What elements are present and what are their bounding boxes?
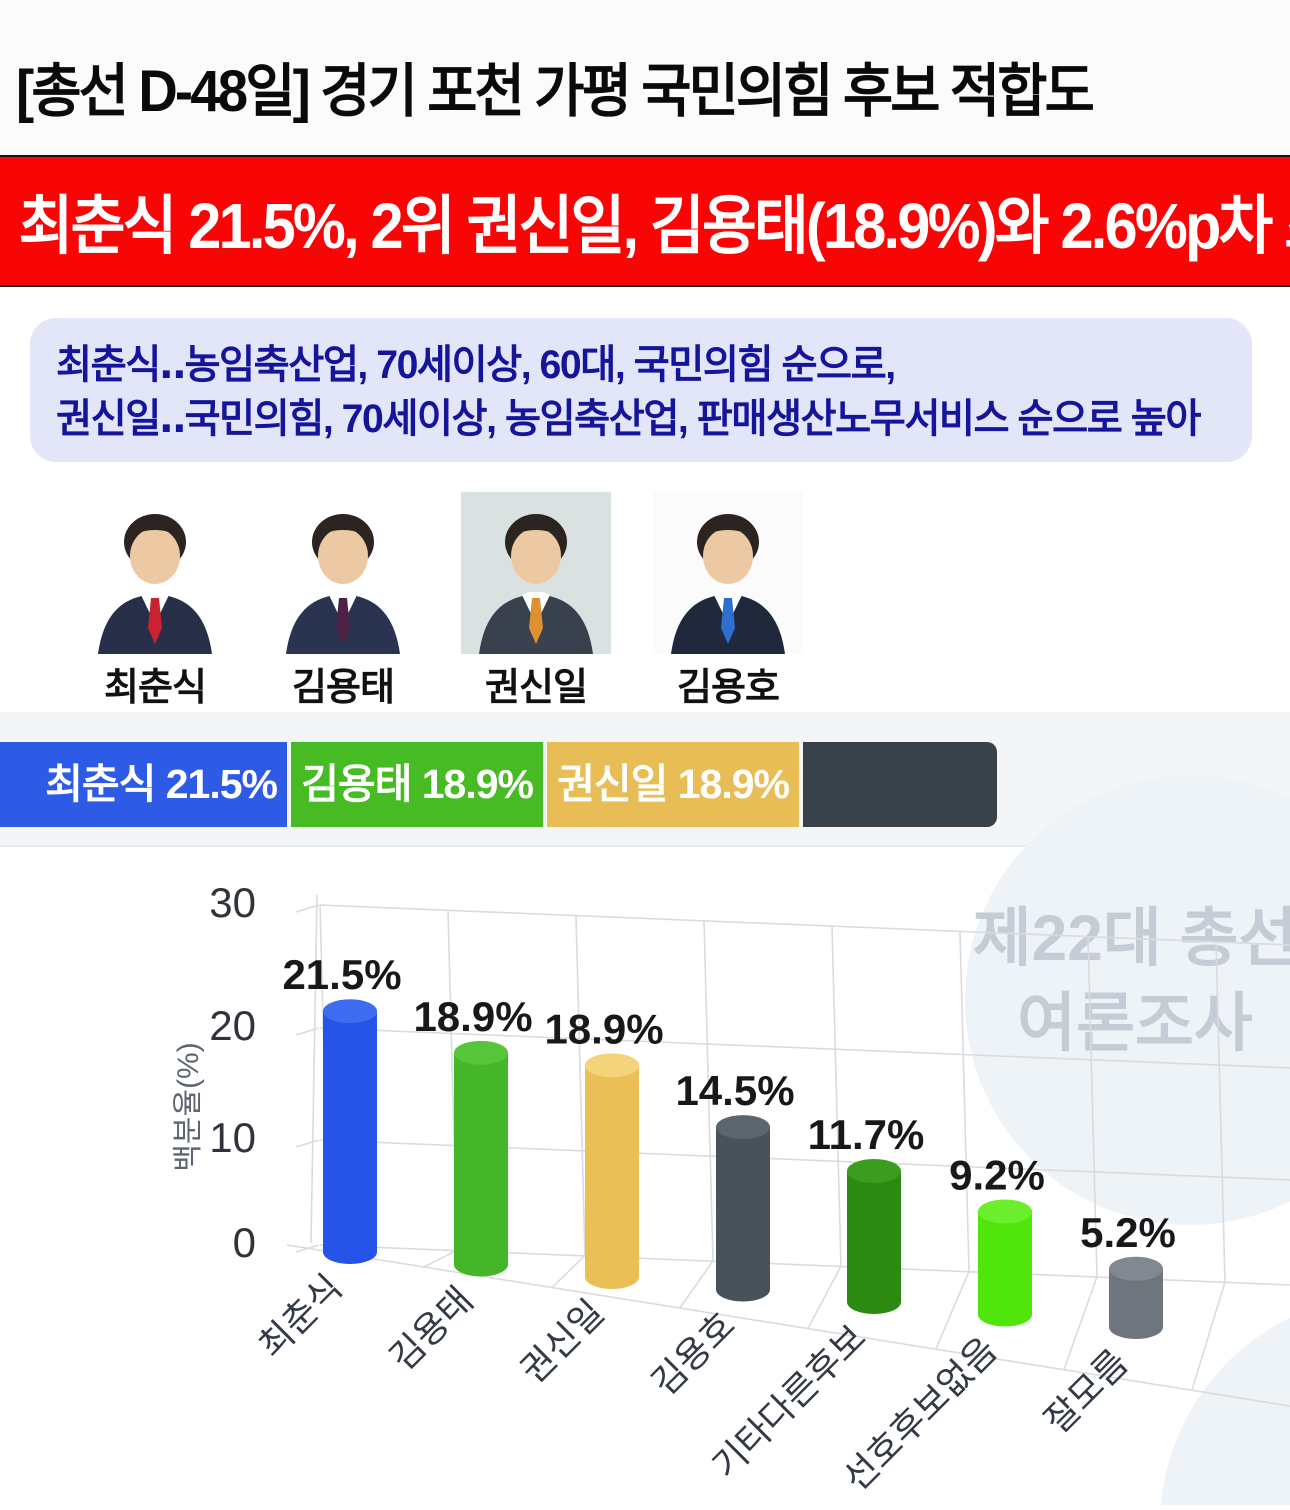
data-label-18.9%: 18.9% — [413, 993, 532, 1040]
watermark-circle — [965, 775, 1290, 1225]
result-bar-segment-1: 최춘식 21.5% — [0, 742, 287, 827]
candidate-photo-1 — [80, 492, 230, 654]
data-label-21.5%: 21.5% — [282, 951, 401, 998]
portrait-placeholder-icon — [653, 492, 803, 654]
watermark-line-2: 여론조사 — [1017, 987, 1253, 1059]
summary-box: 최춘식‥농임축산업, 70세이상, 60대, 국민의힘 순으로, 권신일‥국민의… — [30, 318, 1252, 462]
category-label-잘모름: 잘모름 — [1036, 1342, 1135, 1441]
summary-line-1: 최춘식‥농임축산업, 70세이상, 60대, 국민의힘 순으로, — [56, 343, 896, 387]
headline-banner: 최춘식 21.5%, 2위 권신일, 김용태(18.9%)와 2.6%p차 초 … — [0, 155, 1290, 287]
candidate-photo-3 — [461, 492, 611, 654]
candidate-photo-4 — [653, 492, 803, 654]
bar-잘모름 — [1109, 1256, 1163, 1339]
bar-최춘식 — [323, 999, 377, 1264]
page-title: [총선 D-48일] 경기 포천 가평 국민의힘 후보 적합도 — [16, 59, 1095, 124]
result-bar-segment-2: 김용태 18.9% — [291, 742, 543, 827]
decorative-circle — [965, 775, 1290, 845]
candidate-name-3: 권신일 — [485, 667, 588, 709]
summary-line-2: 권신일‥국민의힘, 70세이상, 농임축산업, 판매생산노무서비스 순으로 높아 — [56, 397, 1201, 441]
watermark-circle-2 — [1160, 1317, 1290, 1510]
category-label-권신일: 권신일 — [512, 1292, 611, 1391]
bar-김용호 — [716, 1115, 770, 1302]
portrait-placeholder-icon — [268, 492, 418, 654]
y-tick-label-0: 0 — [233, 1219, 256, 1266]
data-label-11.7%: 11.7% — [808, 1111, 925, 1158]
bar-기타다른후보 — [847, 1158, 901, 1314]
candidate-photo-2 — [268, 492, 418, 654]
portrait-placeholder-icon — [80, 492, 230, 654]
summary-box-inner: 최춘식‥농임축산업, 70세이상, 60대, 국민의힘 순으로, 권신일‥국민의… — [30, 318, 1252, 446]
poll-chart: 제22대 총선 여론조사 30 20 10 0 백분율(%) 21.5% 최춘식 18.9% 김용태… — [0, 775, 1290, 1510]
title-section: [총선 D-48일] 경기 포천 가평 국민의힘 후보 적합도 — [0, 0, 1290, 155]
y-tick-label-10: 10 — [209, 1114, 256, 1161]
result-bar-band: 최춘식 21.5% 김용태 18.9% 권신일 18.9% — [0, 712, 1290, 847]
candidate-name-4: 김용호 — [677, 667, 780, 709]
result-bar-segment-4 — [803, 742, 997, 827]
candidate-name-1: 최춘식 — [104, 667, 207, 709]
category-label-김용호: 김용호 — [643, 1304, 742, 1403]
category-label-김용태: 김용태 — [381, 1279, 480, 1378]
category-label-최춘식: 최춘식 — [250, 1267, 349, 1366]
y-tick-label-20: 20 — [209, 1002, 256, 1049]
data-label-14.5%: 14.5% — [675, 1067, 794, 1114]
bar-김용태 — [454, 1040, 508, 1277]
result-bar-segment-3: 권신일 18.9% — [547, 742, 799, 827]
data-label-5.2%: 5.2% — [1080, 1209, 1176, 1256]
y-tick-label-30: 30 — [209, 879, 256, 926]
portrait-placeholder-icon — [461, 492, 611, 654]
headline-text: 최춘식 21.5%, 2위 권신일, 김용태(18.9%)와 2.6%p차 초 … — [18, 190, 1290, 262]
poll-chart-svg: 제22대 총선여론조사3020100백분율(%)21.5%최춘식18.9%김용태… — [172, 775, 1290, 1510]
y-axis-label: 백분율(%) — [172, 1042, 205, 1171]
data-label-9.2%: 9.2% — [949, 1151, 1045, 1198]
data-label-18.9%: 18.9% — [544, 1005, 663, 1052]
candidate-name-2: 김용태 — [292, 667, 395, 709]
bar-선호후보없음 — [978, 1199, 1032, 1327]
bar-권신일 — [585, 1053, 639, 1289]
